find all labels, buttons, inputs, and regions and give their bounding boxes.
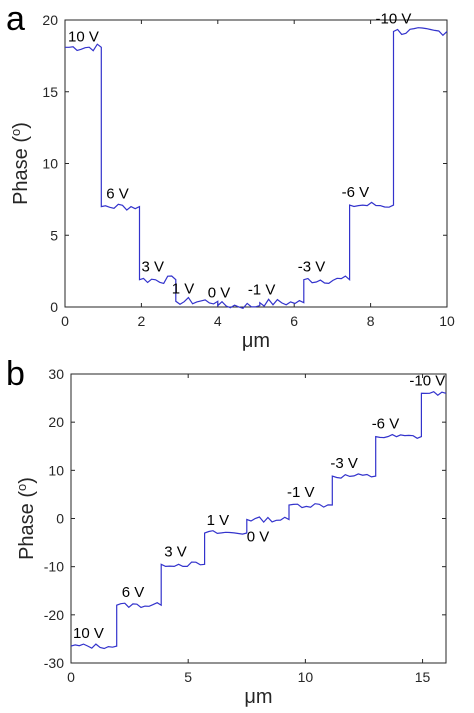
panel-a-xtick-label: 2 <box>138 313 146 329</box>
panel-a-step-label: 3 V <box>141 259 164 276</box>
panel-a-xtick-label: 4 <box>214 313 222 329</box>
panel-a-xtick-label: 8 <box>367 313 375 329</box>
panel-a-xtick-label: 10 <box>439 313 455 329</box>
panel-b-step-label: 10 V <box>73 625 104 642</box>
panel-a-axes-box <box>64 19 448 308</box>
panel-label-a: a <box>6 0 25 38</box>
panel-b-ytick-label: -10 <box>44 559 64 575</box>
panel-a-xlabel: μm <box>242 330 270 352</box>
panel-b-step-label: 0 V <box>247 528 270 545</box>
panel-b-ylabel: Phase (o) <box>14 477 39 560</box>
panel-b-step-label: -10 V <box>409 372 445 389</box>
panel-b-xtick-label: 10 <box>298 669 314 685</box>
panel-a-step-label: 10 V <box>68 28 99 45</box>
panel-b-step-label: -1 V <box>287 484 315 501</box>
panel-a-step-label: -6 V <box>342 184 370 201</box>
panel-b-step-label: 3 V <box>164 543 187 560</box>
panel-a-step-label: -10 V <box>376 10 412 27</box>
panel-b-step-label: 1 V <box>207 512 230 529</box>
panel-b-ytick-label: 20 <box>48 414 64 430</box>
panel-b-ytick-label: 0 <box>56 511 64 527</box>
panel-b-ytick-label: -20 <box>44 607 64 623</box>
panel-b-ytick-label: 30 <box>48 366 64 382</box>
panel-b-step-label: -3 V <box>330 455 358 472</box>
panel-a-ylabel: Phase (o) <box>8 122 33 205</box>
panel-a-series-line <box>65 27 448 309</box>
panel-a-ytick-label: 0 <box>50 299 58 315</box>
panel-a-xtick-label: 6 <box>290 313 298 329</box>
panel-b-xtick-label: 0 <box>67 669 75 685</box>
panel-a-ytick-label: 5 <box>50 227 58 243</box>
panel-b-ytick-label: -30 <box>44 655 64 671</box>
panel-a-step-label: 6 V <box>106 186 129 203</box>
panel-b-series-line <box>70 391 447 650</box>
panel-a-step-label: -1 V <box>248 282 276 299</box>
panel-a-ytick-label: 20 <box>42 12 58 28</box>
panel-b-xtick-label: 15 <box>415 669 431 685</box>
panel-b-step-label: -6 V <box>372 416 400 433</box>
panel-a-ytick-label: 15 <box>42 84 58 100</box>
panel-a-xtick-label: 0 <box>61 313 69 329</box>
panel-b-step-label: 6 V <box>122 584 145 601</box>
panel-label-b: b <box>6 355 25 393</box>
panel-b-ytick-label: 10 <box>48 462 64 478</box>
panel-b-xlabel: μm <box>244 686 272 708</box>
panel-a-step-label: -3 V <box>298 259 326 276</box>
panel-a-ytick-label: 10 <box>42 156 58 172</box>
panel-b-xtick-label: 5 <box>184 669 192 685</box>
panel-a-step-label: 1 V <box>172 280 195 297</box>
panel-a-step-label: 0 V <box>208 285 231 302</box>
